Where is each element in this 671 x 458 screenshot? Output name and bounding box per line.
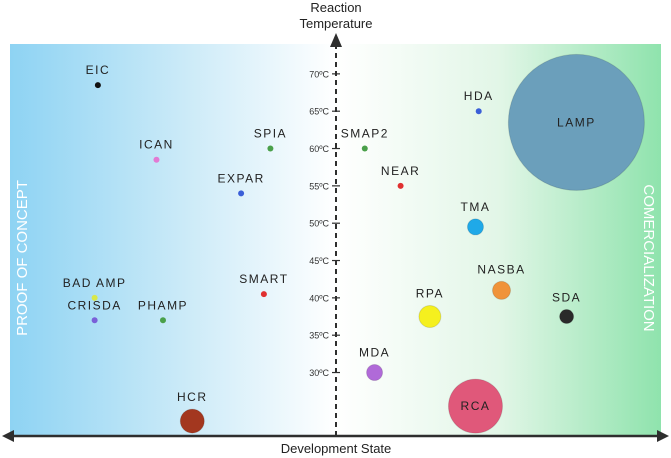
axes [2, 33, 669, 442]
label-rca: RCA [461, 399, 491, 413]
x-axis-right-arrow [657, 430, 669, 442]
point-spia [267, 145, 274, 152]
label-hda: HDA [464, 89, 494, 103]
y-ticks: 70ºC 65ºC 60ºC 55ºC 50ºC 45ºC 40ºC 35ºC 30ºC [309, 69, 340, 378]
y-axis-arrow [330, 33, 342, 47]
label-smap2: SMAP2 [341, 127, 389, 141]
data-points [91, 53, 645, 434]
y-tick-label: 30ºC [309, 368, 329, 378]
label-phamp: PHAMP [138, 298, 188, 312]
point-tma [466, 218, 484, 236]
label-rpa: RPA [416, 287, 444, 301]
label-near: NEAR [381, 164, 420, 178]
label-tma: TMA [461, 200, 491, 214]
y-tick-label: 70ºC [309, 69, 329, 79]
label-hcr: HCR [177, 390, 208, 404]
y-tick-label: 45ºC [309, 256, 329, 266]
point-eic [94, 82, 101, 89]
label-bad-amp: BAD AMP [63, 276, 127, 290]
y-tick-label: 55ºC [309, 181, 329, 191]
label-crisda: CRISDA [67, 298, 121, 312]
left-region-label: PROOF OF CONCEPT [14, 180, 31, 336]
point-rpa [418, 305, 442, 329]
label-spia: SPIA [254, 127, 287, 141]
point-phamp [159, 317, 166, 324]
y-tick-label: 35ºC [309, 331, 329, 341]
x-axis-left-arrow [2, 430, 14, 442]
y-axis-title-line1: Reaction [310, 0, 361, 15]
point-near [397, 182, 404, 189]
point-hcr [179, 408, 205, 434]
point-nasba [492, 280, 512, 300]
point-bad-amp [91, 294, 98, 301]
point-lamp [507, 53, 645, 191]
label-mda: MDA [359, 346, 390, 360]
point-crisda [91, 317, 98, 324]
label-smart: SMART [239, 272, 288, 286]
point-rca [447, 378, 503, 434]
y-axis-title-line2: Temperature [300, 16, 373, 31]
proof-of-concept-region [10, 44, 336, 436]
point-hda [475, 108, 482, 115]
point-smap2 [361, 145, 368, 152]
label-lamp: LAMP [557, 115, 596, 129]
y-tick-label: 40ºC [309, 293, 329, 303]
label-expar: EXPAR [217, 171, 264, 185]
label-sda: SDA [552, 291, 581, 305]
point-expar [238, 190, 245, 197]
point-sda [559, 309, 575, 325]
right-region-label: COMERCIALIZATION [640, 184, 657, 331]
point-smart [260, 291, 267, 298]
label-nasba: NASBA [477, 262, 525, 276]
y-tick-label: 65ºC [309, 107, 329, 117]
data-labels: EIC ICAN SPIA EXPAR BAD AMP SMART CRISDA PHAMP H… [63, 63, 596, 413]
y-tick-label: 50ºC [309, 219, 329, 229]
point-ican [153, 156, 160, 163]
label-ican: ICAN [139, 138, 174, 152]
y-tick-label: 60ºC [309, 144, 329, 154]
point-mda [366, 364, 384, 382]
x-axis-title: Development State [281, 441, 392, 456]
label-eic: EIC [86, 63, 111, 77]
